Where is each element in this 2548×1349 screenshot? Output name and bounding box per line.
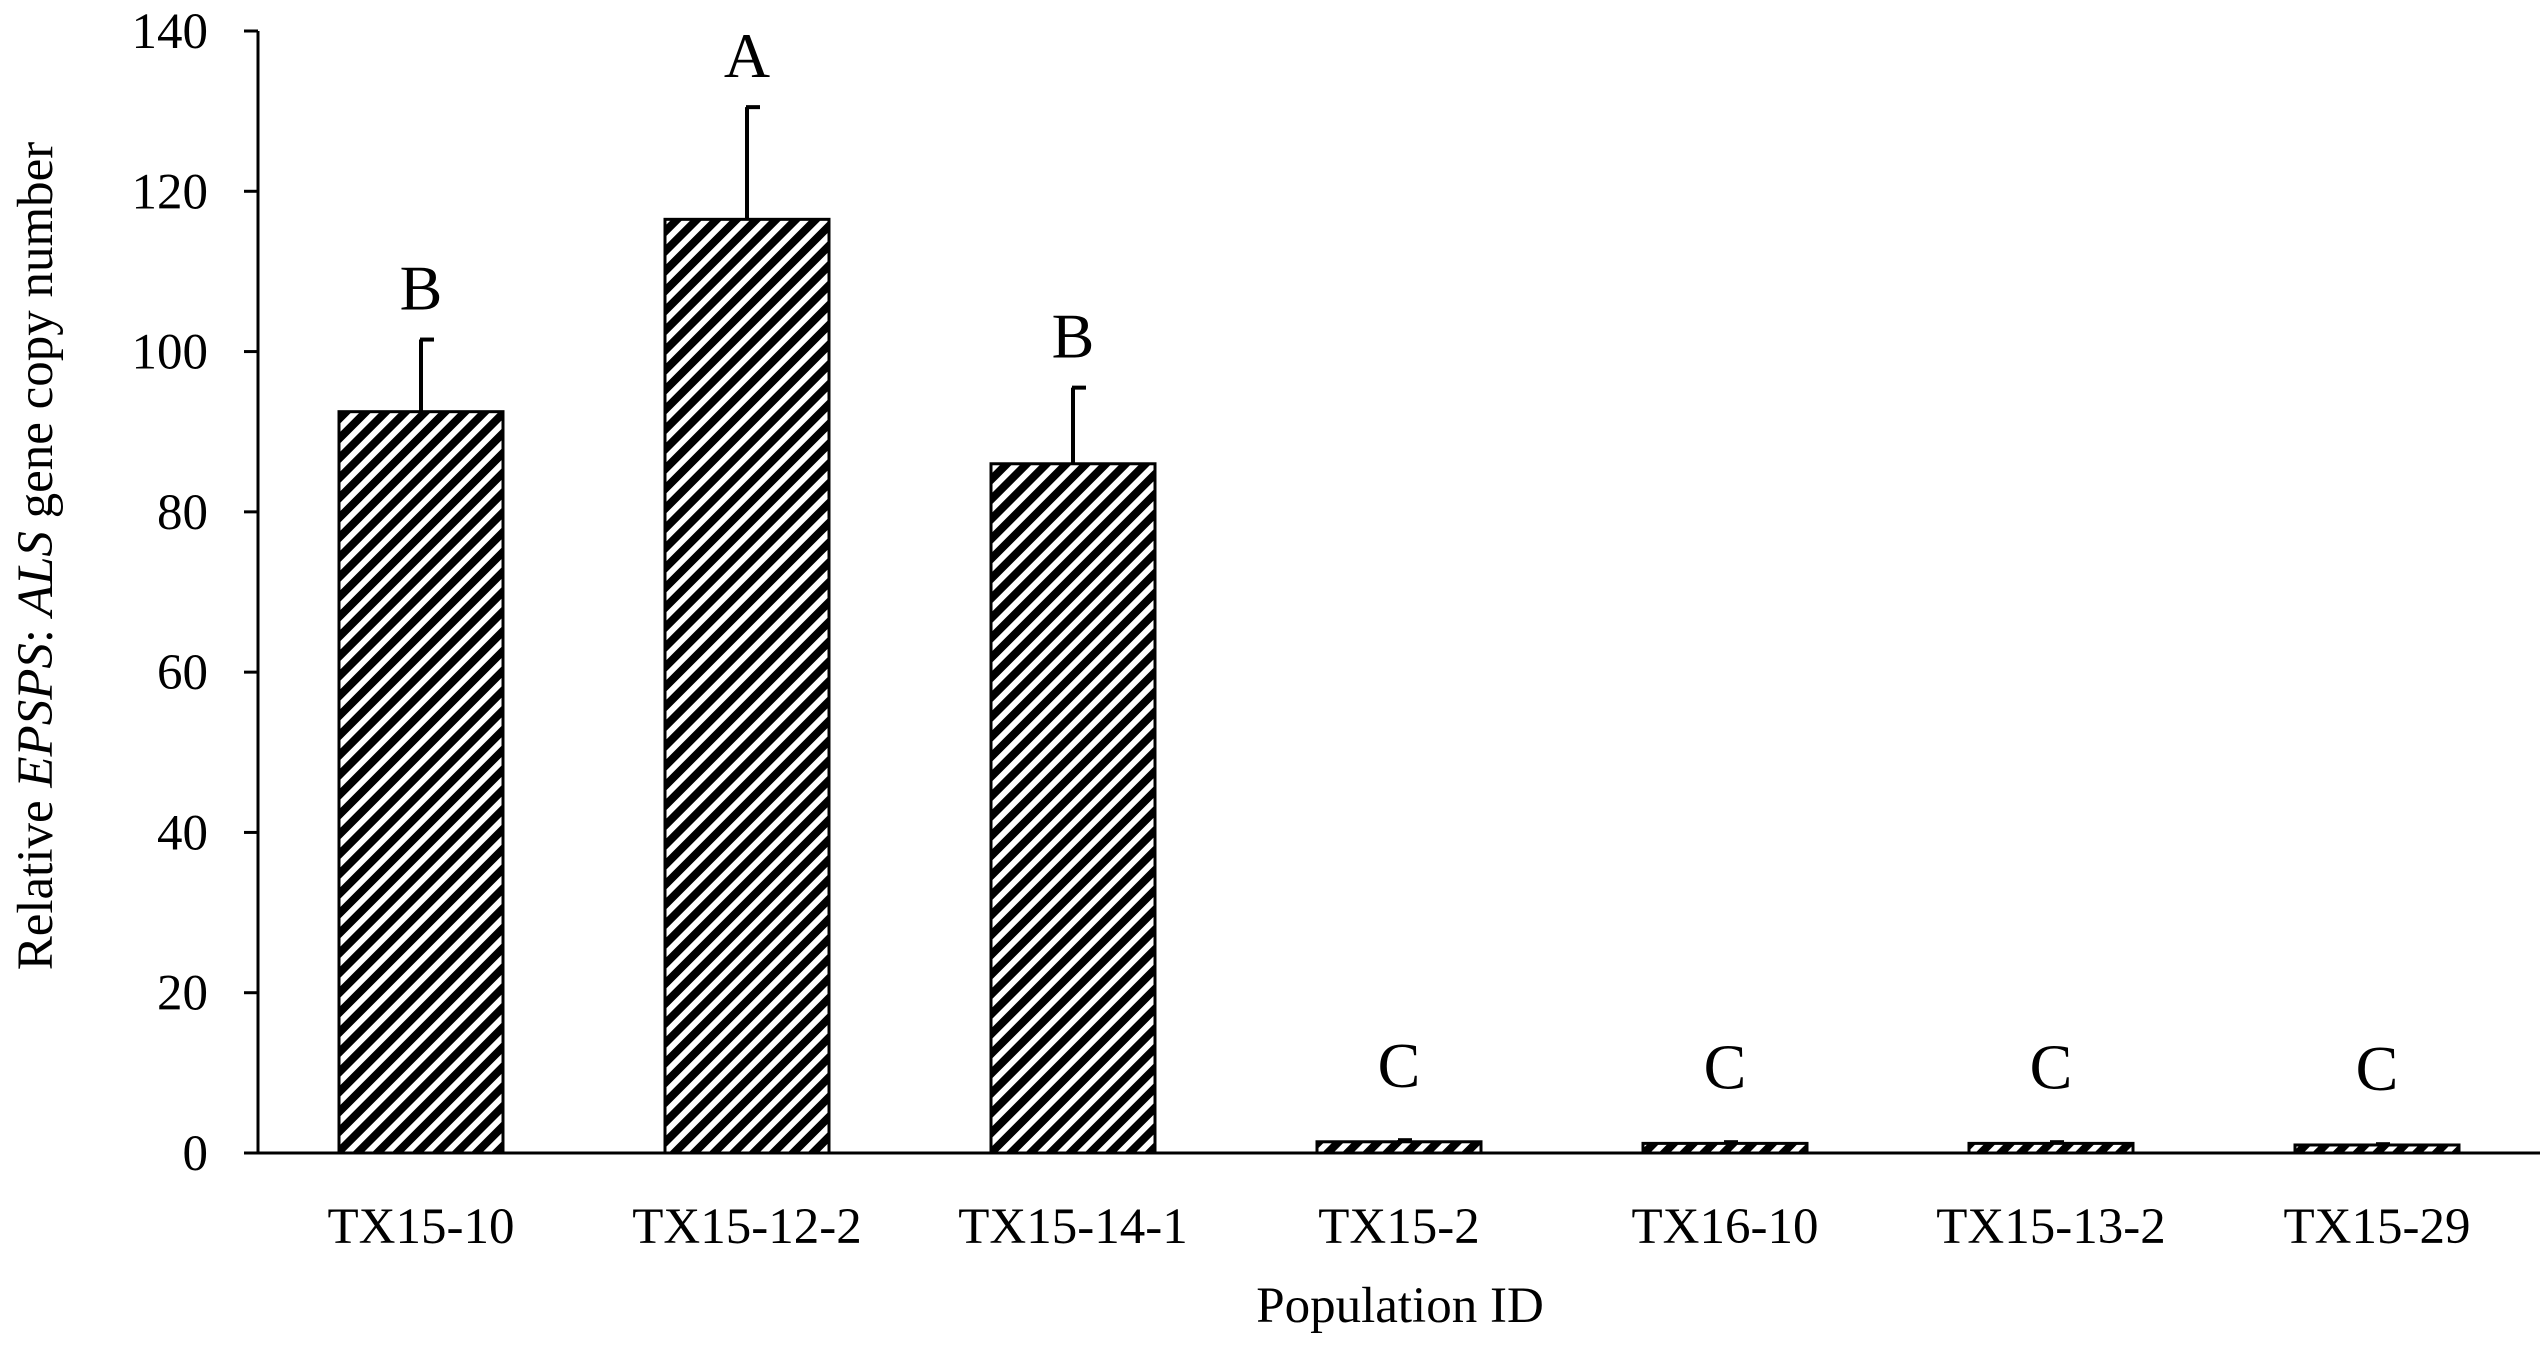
significance-letter: A: [724, 20, 770, 91]
y-tick-label: 120: [132, 164, 209, 220]
x-tick-label: TX15-14-1: [958, 1199, 1187, 1255]
bar: [1315, 1140, 1483, 1155]
bar: [2293, 1143, 2461, 1155]
bar: [989, 462, 1157, 1155]
x-tick-label: TX16-10: [1632, 1199, 1819, 1255]
bar: [663, 217, 831, 1155]
significance-letter: B: [1052, 301, 1095, 372]
x-axis-title: Population ID: [1256, 1278, 1544, 1334]
labels: B TX15-10 A TX15-12-2 B TX15-14-1 C TX15-2 C TX16…: [328, 20, 2471, 1255]
y-tick-label: 60: [157, 645, 208, 701]
x-tick-label: TX15-29: [2284, 1199, 2471, 1255]
significance-letter: C: [2030, 1031, 2073, 1102]
axes: 0 20 40 60 80 100 120 140: [132, 4, 2540, 1182]
y-tick-label: 140: [132, 4, 209, 60]
bar: [1967, 1141, 2135, 1155]
y-axis-title-sep: :: [8, 616, 64, 643]
bar: [337, 410, 505, 1155]
x-tick-label: TX15-2: [1318, 1199, 1479, 1255]
x-tick-label: TX15-13-2: [1936, 1199, 2165, 1255]
x-tick-label: TX15-12-2: [632, 1199, 861, 1255]
y-tick-label: 80: [157, 485, 208, 541]
significance-letter: C: [1378, 1030, 1421, 1101]
bar: [1641, 1141, 1809, 1155]
y-axis-title-prefix: Relative: [8, 788, 64, 971]
x-tick-label: TX15-10: [328, 1199, 515, 1255]
significance-letter: B: [400, 253, 443, 324]
y-axis-title-gene2: ALS: [8, 531, 64, 619]
bars: [337, 105, 2461, 1155]
y-axis-title-suffix: gene copy number: [8, 142, 64, 531]
y-tick-label: 40: [157, 805, 208, 861]
y-tick-label: 20: [157, 966, 208, 1022]
significance-letter: C: [1704, 1031, 1747, 1102]
y-axis-title-gene1: EPSPS: [8, 643, 64, 788]
significance-letter: C: [2356, 1033, 2399, 1104]
y-tick-label: 0: [183, 1126, 209, 1182]
y-tick-label: 100: [132, 325, 209, 381]
y-axis-title: Relative EPSPS: ALS gene copy number: [8, 142, 64, 971]
